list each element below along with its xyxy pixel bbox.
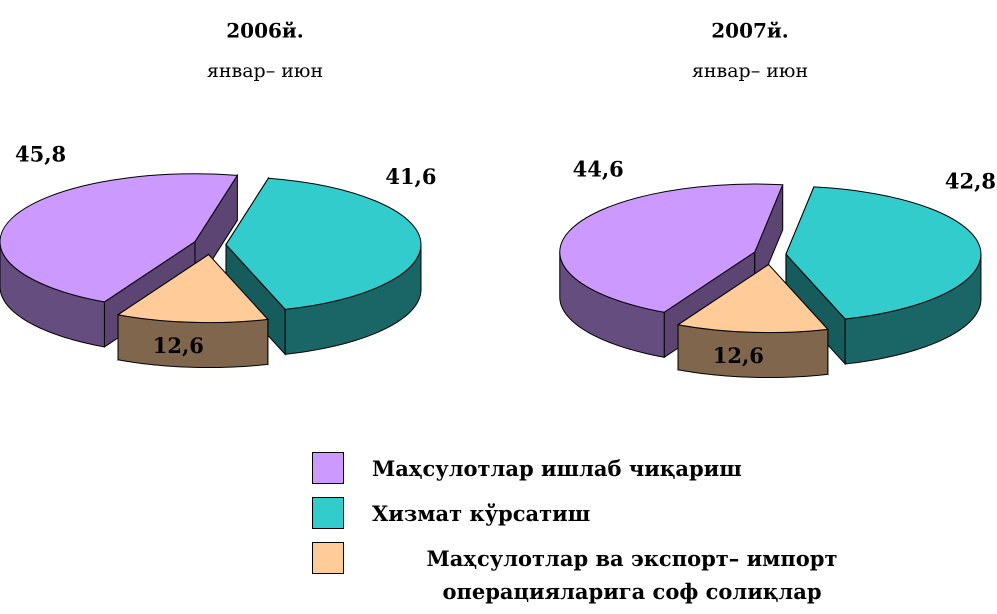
legend-label: Маҳсулотлар ишлаб чиқариш (372, 456, 742, 481)
chart-subtitle: январ– июн (692, 60, 808, 82)
legend-label: Хизмат кўрсатиш (372, 501, 591, 526)
legend-swatch (312, 542, 344, 574)
legend-label: Маҳсулотлар ва экспорт– импорт операциял… (426, 546, 838, 604)
value-label: 41,6 (385, 164, 436, 189)
slice (785, 186, 982, 320)
slice (559, 183, 784, 313)
legend-swatch (312, 452, 344, 484)
legend-item: Маҳсулотлар ва экспорт– импорт операциял… (312, 542, 902, 608)
chart-title: 2007й. (711, 19, 788, 43)
value-label: 12,6 (153, 333, 204, 358)
value-label: 44,6 (573, 156, 624, 181)
chart-subtitle: январ– июн (207, 60, 323, 82)
legend-item: Маҳсулотлар ишлаб чиқариш (312, 452, 902, 485)
slice (0, 173, 239, 303)
slice (116, 253, 269, 324)
legend-item: Хизмат кўрсатиш (312, 497, 902, 530)
value-label: 45,8 (15, 141, 66, 166)
legend: Маҳсулотлар ишлаб чиқариш Хизмат кўрсатиш… (312, 452, 902, 614)
legend-swatch (312, 497, 344, 529)
slice (225, 177, 422, 310)
value-label: 12,6 (713, 343, 764, 368)
slice (676, 263, 829, 334)
value-label: 42,8 (945, 169, 996, 194)
chart-title: 2006й. (226, 19, 303, 43)
